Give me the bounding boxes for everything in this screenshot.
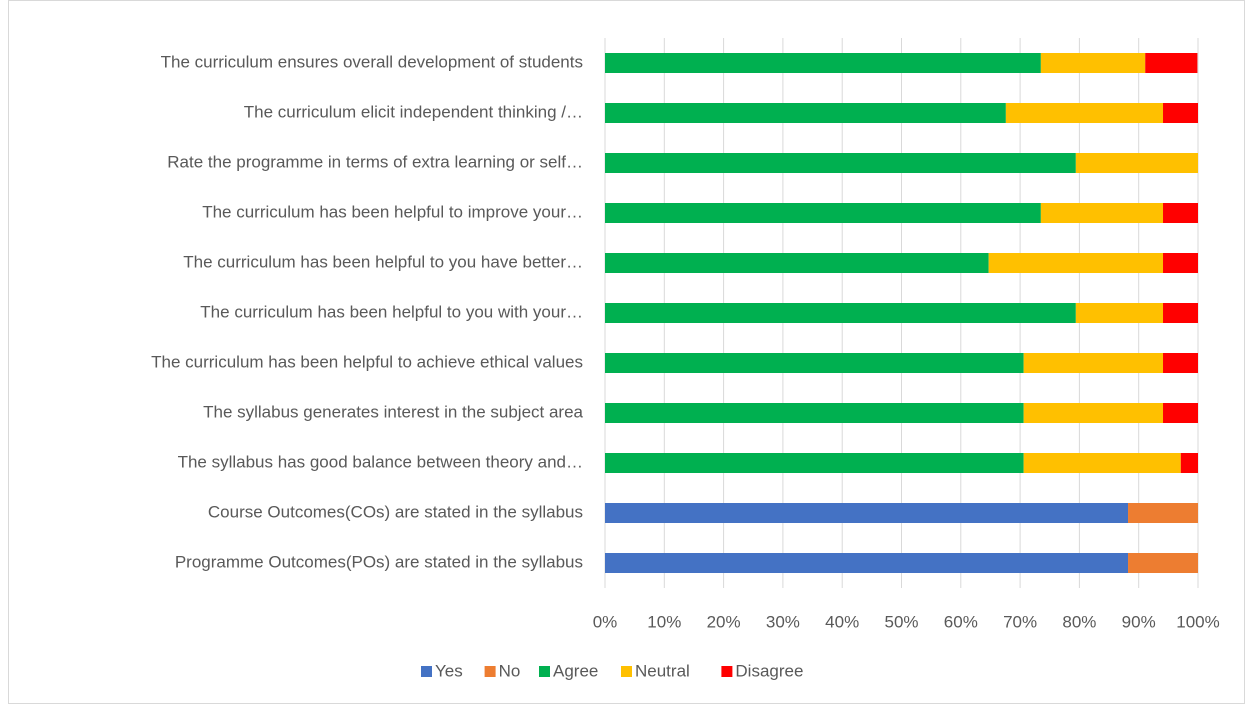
legend-swatch [721,666,733,677]
bar-segment [605,453,1024,473]
y-tick-label: The curriculum has been helpful to impro… [202,202,583,221]
bar-segment [605,403,1024,423]
bar-segment [1040,53,1146,73]
bar-segment [605,553,1129,573]
y-tick-label: The curriculum has been helpful to achie… [151,352,583,371]
bar-segment [988,253,1164,273]
bar-segment [1163,103,1198,123]
bar-segment [1075,153,1198,173]
bar-segment [1023,353,1164,373]
y-tick-label: Programme Outcomes(POs) are stated in th… [175,552,583,571]
bar-segment [1128,553,1198,573]
x-tick-label: 100% [1176,612,1219,631]
legend-swatch [421,666,432,677]
x-tick-label: 70% [1003,612,1037,631]
x-tick-label: 0% [593,612,618,631]
y-tick-label: The curriculum ensures overall developme… [161,52,583,71]
bar-segment [605,503,1129,523]
legend-swatch [539,666,550,677]
y-tick-label: The curriculum elicit independent thinki… [244,102,583,121]
bar-segment [605,353,1024,373]
bar-segment [1075,303,1164,323]
bar-segment [605,103,1006,123]
bar-segment [1128,503,1198,523]
y-tick-label: Rate the programme in terms of extra lea… [167,152,583,171]
bar-segment [1005,103,1164,123]
bar-segment [605,153,1076,173]
x-tick-label: 90% [1122,612,1156,631]
bar-segment [605,203,1041,223]
y-tick-label: The curriculum has been helpful to you w… [200,302,583,321]
legend-label: Yes [435,661,463,680]
legend-label: Neutral [635,661,690,680]
bar-segment [1023,403,1164,423]
bar-segment [1040,203,1164,223]
x-tick-label: 60% [944,612,978,631]
legend-swatch [621,666,632,677]
legend-label: Agree [553,661,598,680]
bar-segment [1145,53,1198,73]
bar-segment [1163,253,1198,273]
bar-segment [1023,453,1181,473]
bar-segment [1163,303,1198,323]
x-tick-label: 10% [647,612,681,631]
x-tick-label: 40% [825,612,859,631]
bar-segment [605,253,989,273]
y-tick-label: The curriculum has been helpful to you h… [183,252,583,271]
bar-segment [1163,353,1198,373]
y-tick-label: The syllabus generates interest in the s… [203,402,583,421]
x-tick-label: 80% [1062,612,1096,631]
x-tick-label: 30% [766,612,800,631]
legend-swatch [484,666,496,677]
bar-segment [1163,203,1198,223]
bar-segment [1163,403,1198,423]
x-tick-label: 50% [884,612,918,631]
y-tick-label: The syllabus has good balance between th… [178,452,583,471]
legend-label: No [499,661,521,680]
bar-segment [605,53,1041,73]
y-tick-label: Course Outcomes(COs) are stated in the s… [208,502,583,521]
bar-segment [605,303,1076,323]
legend-label: Disagree [735,661,803,680]
bar-segment [1180,453,1198,473]
x-tick-label: 20% [707,612,741,631]
